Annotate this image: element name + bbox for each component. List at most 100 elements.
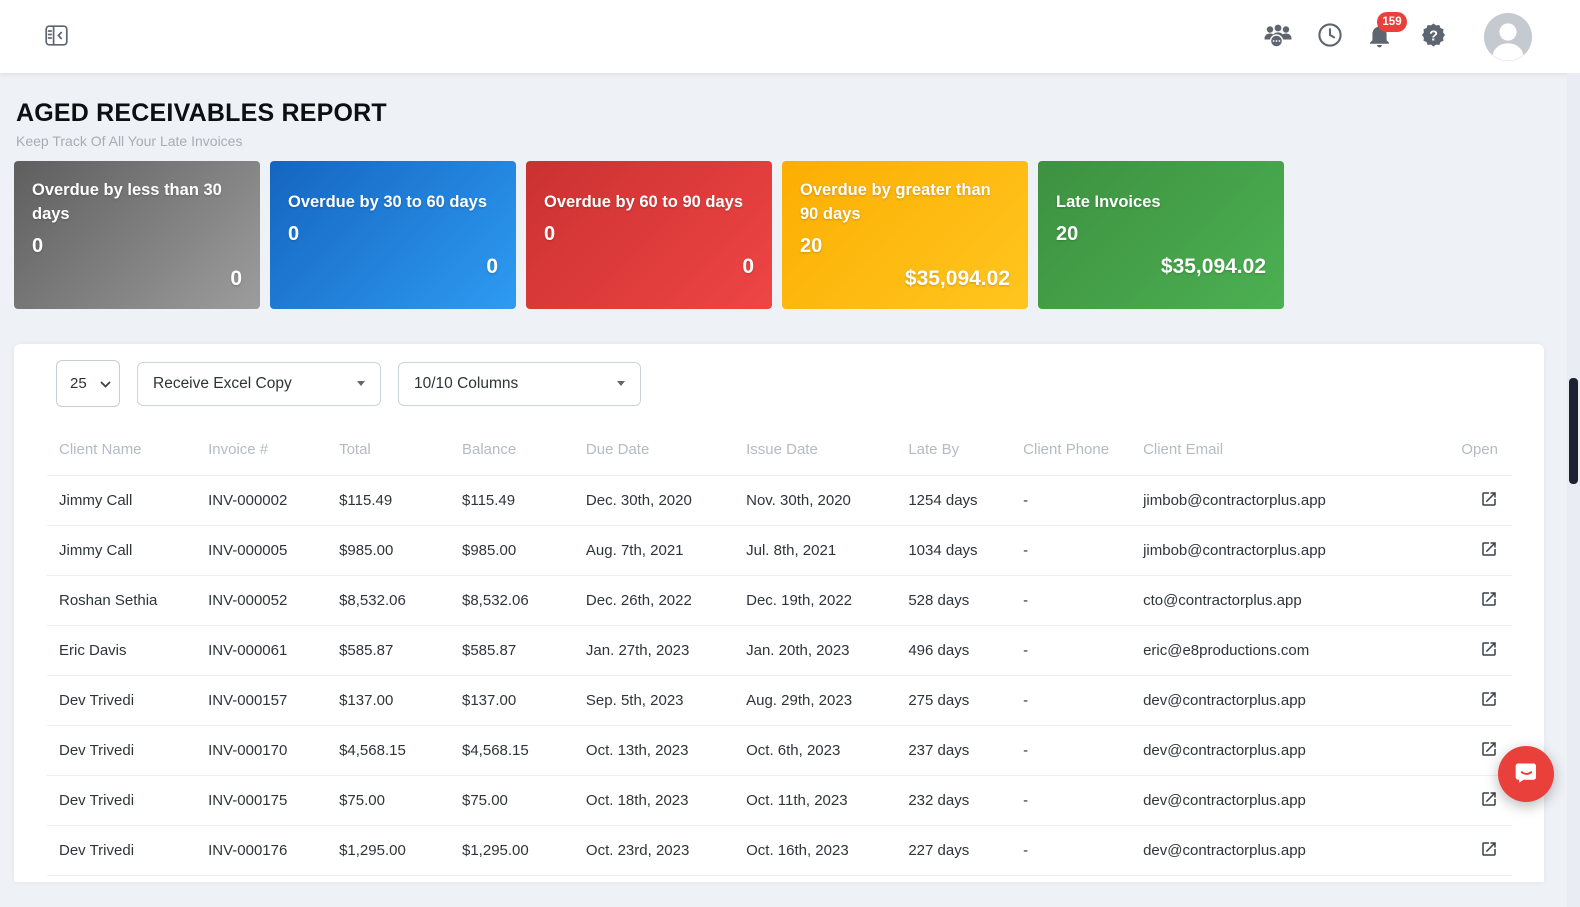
cell-invoice: INV-000175 bbox=[196, 775, 328, 826]
cell-issue-date: Oct. 16th, 2023 bbox=[734, 825, 897, 876]
cell-client-name: Dev Trivedi bbox=[47, 675, 197, 726]
external-link-icon bbox=[1480, 541, 1498, 561]
table-row: Dev Trivedi INV-000157 $137.00 $137.00 S… bbox=[47, 675, 1512, 726]
cell-total: $115.49 bbox=[327, 475, 450, 526]
cell-late-by: 227 days bbox=[896, 825, 1012, 876]
header-total: Total bbox=[339, 441, 371, 458]
user-avatar[interactable] bbox=[1484, 12, 1532, 61]
table-row: Jimmy Call INV-000002 $115.49 $115.49 De… bbox=[47, 475, 1512, 526]
scrollbar-track[interactable] bbox=[1567, 73, 1580, 907]
cell-late-by: 275 days bbox=[896, 675, 1012, 726]
sidebar-collapse-icon bbox=[45, 24, 68, 49]
open-invoice-button[interactable] bbox=[1480, 540, 1498, 558]
chat-bubble-icon bbox=[1512, 759, 1540, 790]
external-link-icon bbox=[1480, 741, 1498, 761]
cell-due-date: Oct. 13th, 2023 bbox=[573, 725, 735, 776]
table-controls: 25 Receive Excel Copy 10/10 Columns bbox=[14, 344, 1544, 407]
cell-client-phone: - bbox=[1011, 575, 1132, 626]
recent-activity-button[interactable] bbox=[1317, 22, 1343, 51]
header-invoice: Invoice # bbox=[208, 441, 269, 458]
summary-card-amount: 0 bbox=[486, 255, 498, 279]
page-title: AGED RECEIVABLES REPORT bbox=[16, 99, 387, 127]
table-panel: 25 Receive Excel Copy 10/10 Columns Clie… bbox=[14, 344, 1544, 882]
cell-balance: $8,532.06 bbox=[450, 575, 574, 626]
cell-late-by: 1254 days bbox=[896, 475, 1012, 526]
cell-balance: $585.87 bbox=[450, 625, 574, 676]
cell-client-email: dev@contractorplus.app bbox=[1131, 675, 1430, 726]
summary-cards: Overdue by less than 30 days 0 0 Overdue… bbox=[14, 161, 1580, 309]
summary-card-count: 20 bbox=[1056, 223, 1079, 246]
notifications-button[interactable]: 159 bbox=[1366, 11, 1407, 52]
cell-issue-date: Aug. 29th, 2023 bbox=[734, 675, 897, 726]
table-row: Eric Davis INV-000061 $585.87 $585.87 Ja… bbox=[47, 625, 1512, 676]
summary-card: Overdue by 30 to 60 days 0 0 bbox=[270, 161, 516, 309]
external-link-icon bbox=[1480, 841, 1498, 861]
cell-due-date: Oct. 18th, 2023 bbox=[573, 775, 735, 826]
cell-total: $75.00 bbox=[327, 775, 450, 826]
table-row: Jimmy Call INV-000005 $985.00 $985.00 Au… bbox=[47, 525, 1512, 576]
cell-total: $1,295.00 bbox=[327, 825, 450, 876]
cell-open bbox=[1429, 575, 1512, 626]
cell-due-date: Aug. 7th, 2021 bbox=[573, 525, 735, 576]
cell-due-date: Dec. 30th, 2020 bbox=[573, 475, 735, 526]
page-subtitle: Keep Track Of All Your Late Invoices bbox=[16, 133, 243, 149]
cell-late-by: 232 days bbox=[896, 775, 1012, 826]
header-balance: Balance bbox=[462, 441, 517, 458]
summary-card-amount: 0 bbox=[230, 266, 242, 290]
cell-client-email: jimbob@contractorplus.app bbox=[1131, 475, 1430, 526]
header-client-email: Client Email bbox=[1143, 441, 1224, 458]
summary-card-title: Overdue by 60 to 90 days bbox=[544, 192, 744, 211]
excel-copy-dropdown[interactable]: Receive Excel Copy bbox=[137, 361, 381, 406]
team-group-icon bbox=[1262, 22, 1294, 51]
cell-balance: $75.00 bbox=[450, 775, 574, 826]
cell-client-phone: - bbox=[1011, 825, 1132, 876]
cell-client-email: jimbob@contractorplus.app bbox=[1131, 525, 1430, 576]
open-invoice-button[interactable] bbox=[1480, 840, 1498, 858]
header-issue-date: Issue Date bbox=[746, 441, 818, 458]
cell-total: $585.87 bbox=[327, 625, 450, 676]
cell-open bbox=[1429, 625, 1512, 676]
sidebar-toggle-button[interactable] bbox=[45, 24, 68, 49]
cell-open bbox=[1429, 475, 1512, 526]
cell-invoice: INV-000061 bbox=[196, 625, 328, 676]
cell-late-by: 528 days bbox=[896, 575, 1012, 626]
open-invoice-button[interactable] bbox=[1480, 690, 1498, 708]
cell-invoice: INV-000170 bbox=[196, 725, 328, 776]
open-invoice-button[interactable] bbox=[1480, 590, 1498, 608]
open-invoice-button[interactable] bbox=[1480, 740, 1498, 758]
cell-due-date: Dec. 26th, 2022 bbox=[573, 575, 735, 626]
cell-invoice: INV-000052 bbox=[196, 575, 328, 626]
page-size-select[interactable]: 25 bbox=[56, 360, 120, 407]
columns-dropdown[interactable]: 10/10 Columns bbox=[398, 361, 641, 406]
invoices-table-wrap: Client Name Invoice # Total Balance Due … bbox=[47, 420, 1512, 876]
table-row: Dev Trivedi INV-000175 $75.00 $75.00 Oct… bbox=[47, 775, 1512, 826]
header-client-name: Client Name bbox=[59, 441, 142, 458]
open-invoice-button[interactable] bbox=[1480, 640, 1498, 658]
summary-card-count: 0 bbox=[544, 223, 556, 246]
cell-open bbox=[1429, 775, 1512, 826]
open-invoice-button[interactable] bbox=[1480, 790, 1498, 808]
svg-text:?: ? bbox=[1429, 28, 1438, 44]
chat-launcher-button[interactable] bbox=[1498, 746, 1554, 802]
team-chat-button[interactable] bbox=[1262, 22, 1294, 51]
external-link-icon bbox=[1480, 791, 1498, 811]
scrollbar-thumb[interactable] bbox=[1569, 378, 1578, 484]
open-invoice-button[interactable] bbox=[1480, 490, 1498, 508]
cell-late-by: 237 days bbox=[896, 725, 1012, 776]
cell-client-email: dev@contractorplus.app bbox=[1131, 825, 1430, 876]
cell-total: $985.00 bbox=[327, 525, 450, 576]
cell-client-name: Dev Trivedi bbox=[47, 825, 197, 876]
summary-card-amount: $35,094.02 bbox=[904, 266, 1010, 290]
cell-due-date: Sep. 5th, 2023 bbox=[573, 675, 735, 726]
cell-balance: $1,295.00 bbox=[450, 825, 574, 876]
cell-late-by: 1034 days bbox=[896, 525, 1012, 576]
external-link-icon bbox=[1480, 691, 1498, 711]
cell-issue-date: Nov. 30th, 2020 bbox=[734, 475, 897, 526]
cell-balance: $985.00 bbox=[450, 525, 574, 576]
cell-open bbox=[1429, 525, 1512, 576]
summary-card-title: Overdue by greater than 90 days bbox=[800, 181, 991, 223]
summary-card: Overdue by less than 30 days 0 0 bbox=[14, 161, 260, 309]
summary-card: Overdue by greater than 90 days 20 $35,0… bbox=[782, 161, 1028, 309]
summary-card-count: 0 bbox=[288, 223, 300, 246]
help-button[interactable]: ? bbox=[1420, 22, 1447, 52]
